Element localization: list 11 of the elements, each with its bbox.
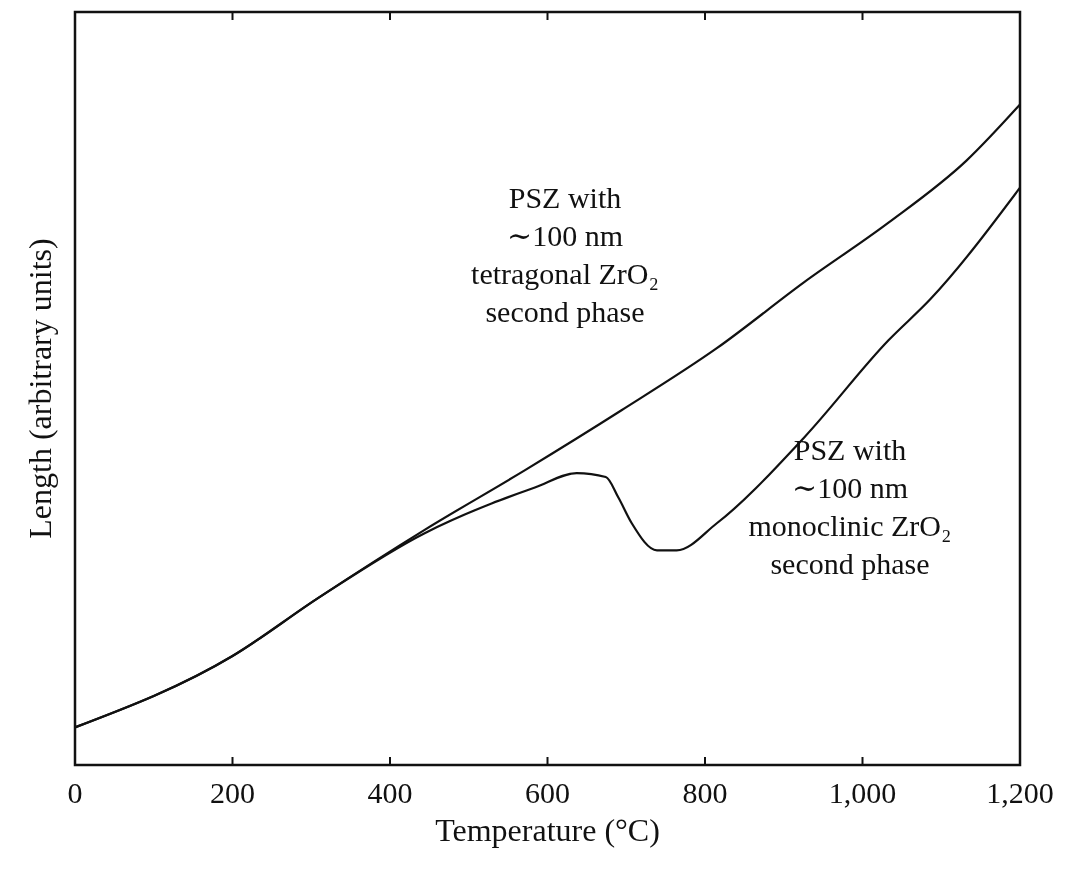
x-tick-label: 800 xyxy=(682,776,728,809)
series-label: PSZ with ∼100 nm tetragonal ZrO₂ second phase xyxy=(471,181,659,328)
x-tick-label: 1,000 xyxy=(828,776,897,809)
x-axis-title: Temperature (°C) xyxy=(435,812,660,848)
x-tick-label: 1,200 xyxy=(986,776,1054,809)
x-tick-label: 200 xyxy=(210,776,255,809)
x-tick-label: 600 xyxy=(525,776,570,809)
y-axis-title: Length (arbitrary units) xyxy=(22,238,58,539)
x-tick-label: 0 xyxy=(67,776,83,809)
x-tick-label: 400 xyxy=(367,776,413,809)
series-label: PSZ with ∼100 nm monoclinic ZrO₂ second phase xyxy=(748,433,952,580)
